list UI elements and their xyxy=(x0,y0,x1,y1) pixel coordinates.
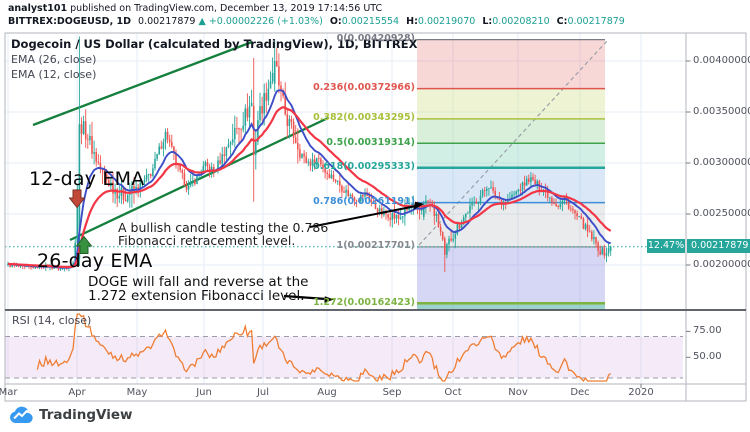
publish-info: analyst101 published on TradingView.com,… xyxy=(8,3,382,14)
legend-ema-12: EMA (12, close) xyxy=(11,68,97,81)
time-tick-label: Apr xyxy=(68,387,86,398)
last-price: 0.00217879 xyxy=(138,16,196,27)
fib-level-label: 0(0.00420928) xyxy=(336,33,415,45)
time-tick-label: Jun xyxy=(196,387,212,398)
time-tick-label: May xyxy=(126,387,148,398)
price-tick-label: 0.00250000 xyxy=(693,208,750,219)
fib-level-label: 1(0.00217701) xyxy=(336,240,415,252)
ema-12-line xyxy=(7,89,611,269)
time-tick-label: Dec xyxy=(570,387,590,398)
current-price-badge: 0.00217879 xyxy=(687,239,750,253)
fib-level-label: 0.236(0.00372966) xyxy=(313,82,415,94)
author-name: analyst101 xyxy=(8,3,68,14)
fib-retracement-zone xyxy=(417,39,608,310)
tradingview-logo[interactable]: TradingView xyxy=(9,405,133,424)
low-label: L: xyxy=(482,16,493,27)
tradingview-logo-text: TradingView xyxy=(39,406,133,423)
time-tick-label: Oct xyxy=(444,387,462,398)
time-tick-label: Sep xyxy=(382,387,402,398)
publish-text: published on TradingView.com, December 1… xyxy=(67,3,383,14)
pane-borders xyxy=(4,32,747,402)
annotation-bullish-line1: A bullish candle testing the 0.786 xyxy=(118,220,329,235)
annotation-bullish-candle: A bullish candle testing the 0.786 Fibon… xyxy=(118,221,328,247)
rsi-tick-label: 75.00 xyxy=(693,325,722,337)
close-value: 0.00217879 xyxy=(567,16,625,27)
time-tick-label: Mar xyxy=(0,387,18,398)
symbol-label: BITTREX:DOGEUSD, 1D xyxy=(8,16,131,27)
close-label: C: xyxy=(556,16,568,27)
fib-level-label: 1.272(0.00162423) xyxy=(313,296,415,308)
annotation-12day-ema: 12-day EMA xyxy=(29,168,145,190)
price-tick-label: 0.00300000 xyxy=(693,157,750,168)
annotation-doge-line1: DOGE will fall and reverse at the xyxy=(88,274,309,290)
time-tick-label: 2020 xyxy=(628,387,654,398)
rsi-indicator-label: RSI (14, close) xyxy=(12,314,92,327)
high-value: 0.00219070 xyxy=(417,16,476,27)
price-change: +0.00002226 (+1.03%) xyxy=(208,16,323,27)
fib-level-label: 0.382(0.00343295) xyxy=(313,112,415,124)
time-tick-label: Aug xyxy=(317,387,337,398)
green-up-arrow-icon xyxy=(75,235,93,254)
annotation-doge-line2: 1.272 extension Fibonacci level. xyxy=(88,288,305,304)
open-value: 0.00215554 xyxy=(341,16,400,27)
ema-26-line xyxy=(7,106,612,269)
fib-level-label: 0.786(0.00261191) xyxy=(313,196,415,208)
time-tick-label: Jul xyxy=(256,387,270,398)
annotation-bullish-line2: Fibonacci retracement level. xyxy=(118,233,296,248)
fib-level-label: 0.5(0.00319314) xyxy=(326,136,415,148)
arrow-to-0786-level xyxy=(309,205,417,228)
arrow-to-1272-level xyxy=(283,294,327,301)
legend-ema-26: EMA (26, close) xyxy=(11,53,97,66)
grid-lines xyxy=(5,33,686,384)
rsi-tick-label: 50.00 xyxy=(693,351,722,363)
price-tick-label: 0.00200000 xyxy=(693,259,750,270)
tradingview-cloud-icon xyxy=(10,406,33,423)
annotation-doge-reverse: DOGE will fall and reverse at the 1.272 … xyxy=(88,275,308,303)
symbol-ohlc-bar: BITTREX:DOGEUSD, 1D 0.00217879 ▲ +0.0000… xyxy=(8,16,625,27)
high-label: H: xyxy=(406,16,418,27)
up-triangle-icon: ▲ xyxy=(198,16,206,27)
annotation-26day-ema: 26-day EMA xyxy=(37,250,153,272)
price-tick-label: 0.00400000 xyxy=(693,55,750,66)
change-percent-badge: 12.47% xyxy=(647,239,685,253)
price-tick-label: 0.00350000 xyxy=(693,106,750,117)
open-label: O: xyxy=(329,16,342,27)
time-tick-label: Nov xyxy=(508,387,528,398)
fib-level-label: 0.618(0.00295333) xyxy=(313,161,415,173)
drawing-markers xyxy=(68,189,424,303)
red-down-arrow-icon xyxy=(68,189,86,209)
low-value: 0.00208210 xyxy=(492,16,550,27)
rsi-pane xyxy=(5,313,683,383)
chart-title: Dogecoin / US Dollar (calculated by Trad… xyxy=(11,37,418,51)
